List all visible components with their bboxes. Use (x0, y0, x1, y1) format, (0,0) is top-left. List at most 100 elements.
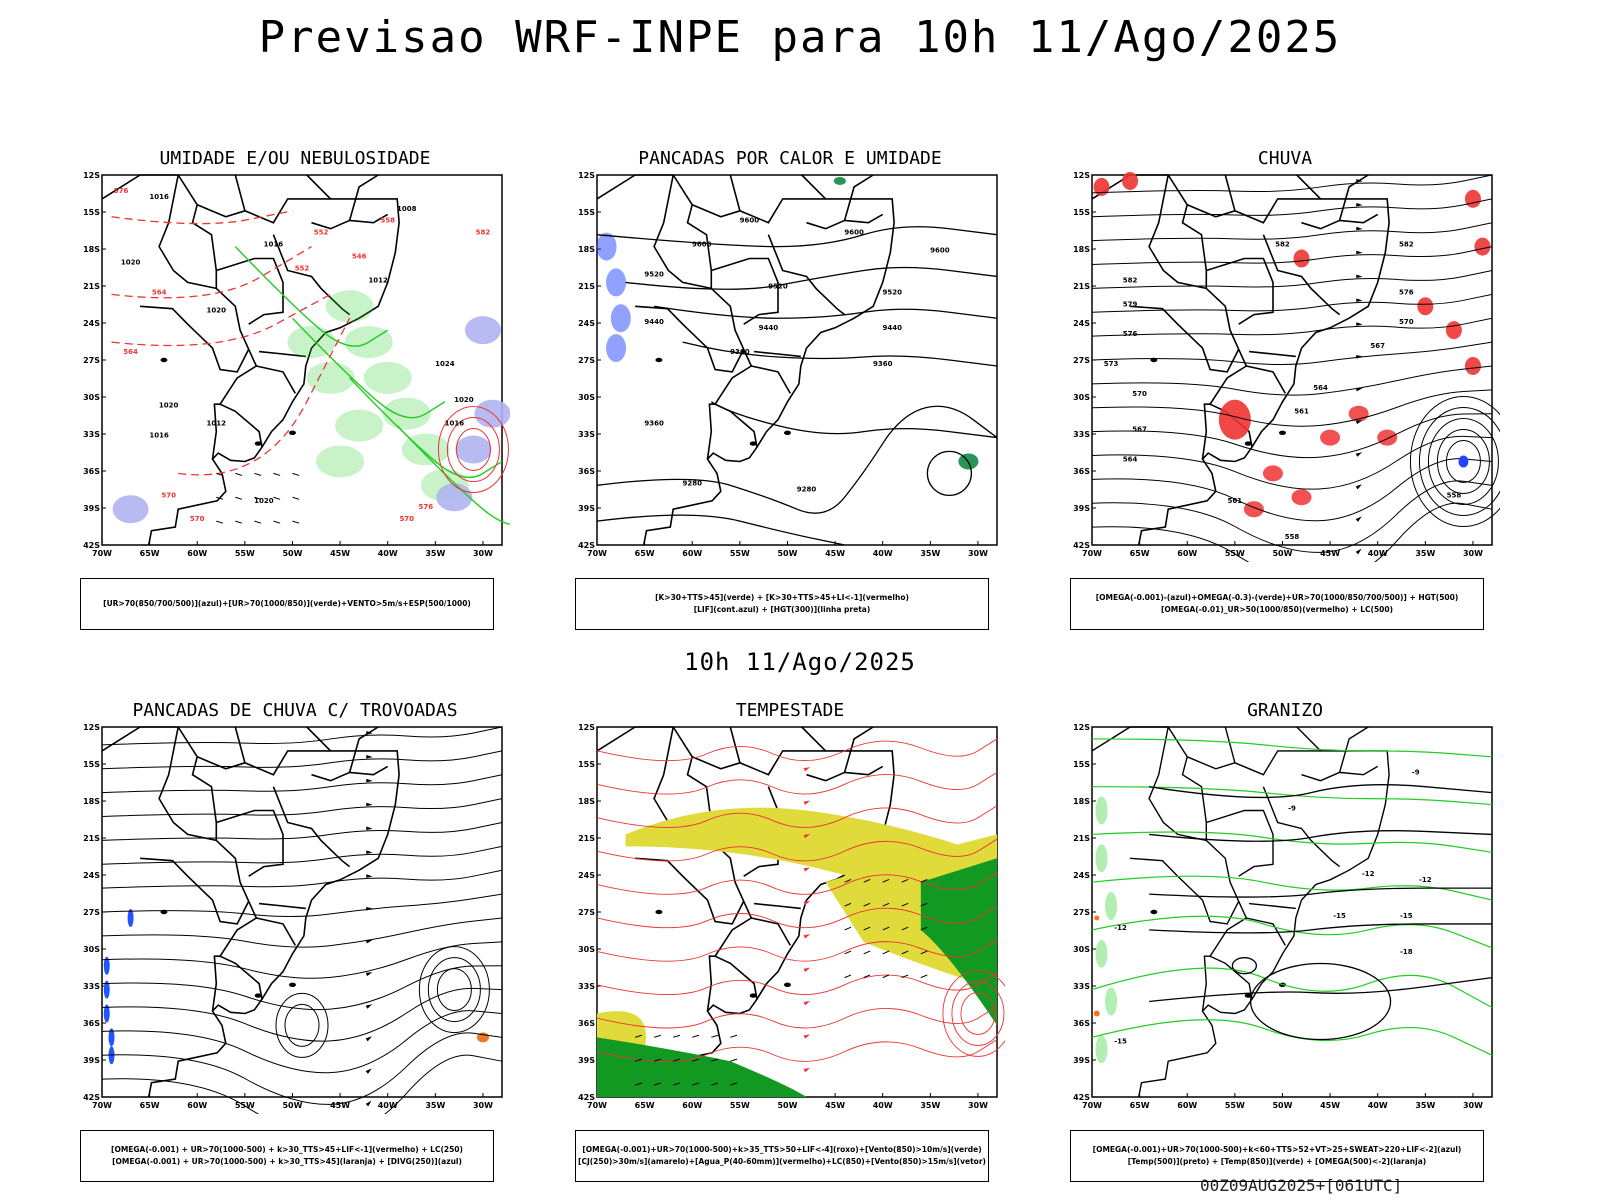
contour-label: -12 (1419, 876, 1432, 884)
streamline-arrowhead (803, 833, 811, 839)
lat-label: 12S (578, 724, 595, 732)
contour-label: 573 (1104, 360, 1119, 368)
divergence-area (127, 908, 134, 927)
lat-label: 39S (578, 504, 595, 513)
country-border (196, 204, 246, 218)
rain-area (1464, 356, 1481, 375)
contour-label: 1016 (149, 432, 169, 440)
lake-marker (655, 357, 663, 363)
country-border (1091, 726, 1253, 1000)
lat-label: 15S (578, 760, 595, 769)
country-border (211, 403, 221, 460)
temp500-contour (1149, 830, 1493, 842)
wind-vector (882, 926, 890, 931)
temp500-contour (1149, 887, 1492, 898)
lat-label: 18S (578, 245, 595, 254)
lat-label: 27S (578, 908, 595, 917)
streamline (101, 1010, 503, 1074)
temp500-contour (1149, 977, 1493, 1003)
temp850-area (1095, 844, 1108, 873)
streamline (1091, 435, 1493, 490)
lon-label: 40W (378, 1101, 398, 1110)
rain-area (1474, 237, 1491, 256)
country-border (1246, 365, 1286, 394)
lon-label: 35W (1415, 1101, 1435, 1110)
streamline (101, 798, 503, 818)
country-border (196, 756, 246, 770)
lat-label: 18S (1073, 245, 1090, 254)
lon-label: 40W (1368, 549, 1388, 558)
wind-vector (901, 926, 909, 931)
lon-label: 30W (473, 549, 493, 558)
rain-area (1377, 429, 1398, 446)
temp850-area (1105, 892, 1118, 921)
thickness-contour (111, 293, 331, 347)
wind-vector (235, 496, 243, 500)
lake-marker (254, 441, 262, 446)
contour-label: 570 (190, 515, 205, 523)
wind-vector (292, 472, 300, 476)
lat-label: 12S (1073, 172, 1090, 180)
contour-label: -9 (1288, 805, 1296, 813)
wind-vector (844, 902, 852, 907)
streamline (1091, 174, 1493, 194)
wind-vector (844, 950, 852, 955)
streamline-arrowhead (365, 1068, 372, 1074)
contour-label: 570 (1399, 318, 1414, 326)
streamline-arrowhead (803, 1034, 811, 1039)
streamline (101, 917, 503, 948)
lake-marker (783, 982, 791, 988)
country-border (234, 726, 331, 776)
hgt-contour (596, 514, 845, 546)
country-border (1201, 955, 1211, 1012)
country-border (806, 765, 884, 782)
cyclone-contour (942, 970, 1005, 1057)
streamline (101, 965, 503, 1011)
contour-label: 1020 (254, 497, 274, 505)
divergence-area (103, 980, 110, 999)
lat-label: 21S (83, 834, 100, 843)
lat-label: 18S (1073, 797, 1090, 806)
contour-label: 1020 (207, 306, 227, 314)
country-border (751, 365, 791, 394)
streamline (1091, 317, 1493, 337)
country-border (843, 174, 874, 221)
lif-contour (606, 334, 627, 363)
legend-line-2: [LIF](cont.azul) + [HGT(300)](linha pret… (693, 605, 871, 614)
coastline (642, 174, 895, 546)
lat-label: 12S (1073, 724, 1090, 732)
streamline-arrowhead (803, 867, 811, 872)
lat-label: 42S (578, 541, 595, 550)
lif-contour (610, 304, 631, 333)
streamline (596, 771, 998, 795)
contour-label: 9600 (692, 241, 712, 249)
wind-vector (863, 878, 871, 883)
country-border (691, 204, 741, 218)
streamline-arrowhead (1356, 274, 1363, 279)
streamline-arrowhead (803, 800, 811, 805)
streamline-arrowhead (366, 778, 373, 783)
cyclone-contour (1436, 428, 1490, 494)
lon-label: 65W (1130, 1101, 1150, 1110)
legend-line-1: [OMEGA(-0.001)+UR>70(1000-500)+k>35_TTS>… (582, 1145, 982, 1154)
wind-vector (711, 1034, 719, 1038)
wind-vector (730, 1082, 738, 1086)
rain-area (1262, 465, 1283, 482)
streamline-arrowhead (366, 802, 373, 807)
lake-marker (749, 441, 757, 446)
temp500-closed-contour (1249, 962, 1392, 1041)
lon-label: 45W (1320, 1101, 1340, 1110)
lat-label: 21S (83, 282, 100, 291)
wind-vector (673, 1034, 681, 1038)
legend-line-1: [OMEGA(-0.001) + UR>70(1000-500) + k>30_… (111, 1145, 463, 1154)
hgt-contour (596, 226, 998, 248)
legend-line-2: [OMEGA(-0.01)_UR>50(1000/850)(vermelho) … (1160, 605, 1394, 614)
cyclone-contour (1445, 439, 1481, 483)
contour-label: 9440 (644, 318, 664, 326)
rain-area (1243, 501, 1264, 518)
contour-label: 1024 (435, 360, 455, 368)
contour-label: 558 (1285, 533, 1300, 541)
wind-vector (292, 496, 300, 500)
temp850-contour (1091, 786, 1493, 806)
